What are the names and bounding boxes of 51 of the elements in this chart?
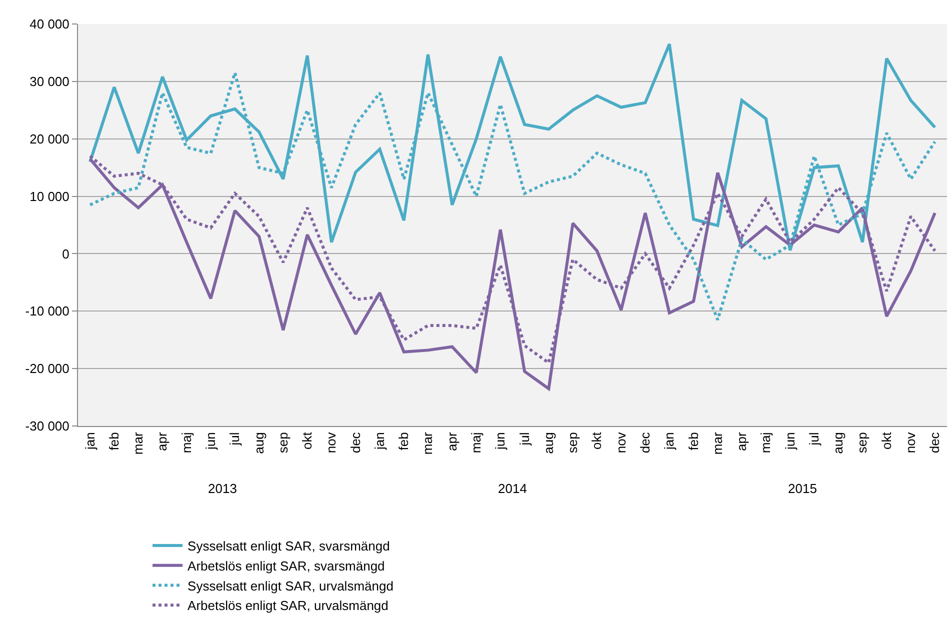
x-tick-label: mar bbox=[130, 432, 146, 455]
legend-label: Sysselsatt enligt SAR, urvalsmängd bbox=[188, 578, 394, 594]
x-tick-label: jul bbox=[806, 432, 822, 446]
y-tick-label: 30 000 bbox=[30, 74, 70, 89]
text: 2014 bbox=[498, 481, 527, 496]
y-tick-label: 10 000 bbox=[30, 188, 70, 204]
y-tick-label: -20 000 bbox=[25, 361, 70, 376]
x-tick-label: jan bbox=[372, 432, 387, 451]
x-tick-label: nov bbox=[324, 432, 339, 454]
x-tick-label: nov bbox=[903, 432, 918, 454]
x-tick-label: dec bbox=[637, 432, 652, 454]
x-tick-label: sep bbox=[275, 432, 290, 454]
x-tick-label: jan bbox=[82, 432, 98, 451]
y-tick-label: -30 000 bbox=[25, 418, 70, 434]
x-tick-label: sep bbox=[854, 432, 870, 454]
x-tick-label: aug bbox=[540, 432, 556, 454]
x-tick-label: aug bbox=[830, 432, 846, 454]
x-tick-label: nov bbox=[613, 432, 628, 454]
x-tick-label: okt bbox=[589, 432, 604, 450]
legend-label: Sysselsatt enligt SAR, svarsmängd bbox=[188, 538, 390, 554]
x-tick-label: feb bbox=[396, 432, 412, 450]
x-tick-label: maj bbox=[178, 432, 194, 454]
x-tick-label: maj bbox=[468, 432, 484, 454]
legend-label: Arbetslös enligt SAR, svarsmängd bbox=[188, 558, 385, 574]
text: 2015 bbox=[788, 481, 817, 496]
x-tick-label: jul bbox=[516, 432, 532, 446]
y-tick-label: 0 bbox=[62, 246, 70, 262]
y-tick-label: -10 000 bbox=[25, 304, 70, 319]
x-tick-label: mar bbox=[710, 432, 725, 455]
x-tick-label: jun bbox=[492, 432, 508, 451]
x-tick-label: mar bbox=[420, 432, 436, 455]
x-tick-label: apr bbox=[734, 432, 750, 451]
x-tick-label: aug bbox=[251, 432, 266, 454]
y-tick-label: 20 000 bbox=[30, 131, 70, 146]
x-tick-label: okt bbox=[878, 432, 894, 450]
x-tick-label: jul bbox=[227, 432, 242, 446]
x-tick-label: sep bbox=[565, 432, 580, 454]
x-tick-label: apr bbox=[444, 432, 460, 451]
x-tick-label: jan bbox=[662, 432, 677, 451]
x-tick-label: dec bbox=[927, 432, 942, 454]
x-tick-label: feb bbox=[686, 432, 701, 450]
x-tick-label: okt bbox=[300, 432, 315, 450]
x-tick-label: dec bbox=[348, 432, 363, 454]
x-tick-label: apr bbox=[154, 432, 170, 451]
y-tick-label: 40 000 bbox=[30, 16, 70, 32]
text: 2013 bbox=[208, 481, 237, 496]
legend-label: Arbetslös enligt SAR, urvalsmängd bbox=[188, 598, 388, 614]
x-tick-label: maj bbox=[758, 432, 774, 454]
x-tick-label: jun bbox=[202, 432, 218, 451]
x-tick-label: feb bbox=[106, 432, 122, 450]
x-tick-label: jun bbox=[782, 432, 798, 451]
